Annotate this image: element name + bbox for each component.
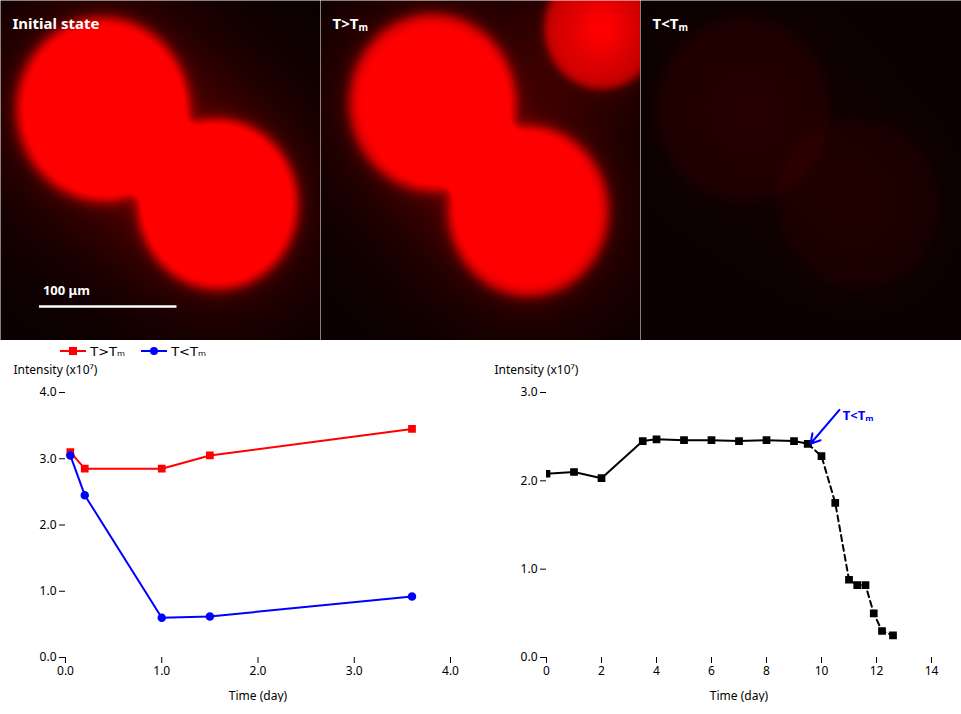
svg-text:1.0: 1.0 (154, 662, 171, 679)
svg-text:3.0: 3.0 (520, 383, 537, 400)
svg-text:4.0: 4.0 (40, 383, 57, 400)
svg-text:0.0: 0.0 (57, 662, 74, 679)
svg-text:3.0: 3.0 (40, 450, 57, 467)
svg-text:T<Tₘ: T<Tₘ (843, 406, 874, 424)
svg-text:4: 4 (653, 662, 660, 679)
html-text:T>Tₘ: T>Tₘ (90, 343, 126, 359)
svg-text:T<Tₘ: T<Tₘ (653, 13, 688, 33)
svg-text:Intensity (x10⁷): Intensity (x10⁷) (494, 362, 578, 378)
svg-text:Time (day): Time (day) (710, 687, 769, 703)
svg-text:2.0: 2.0 (250, 662, 267, 679)
svg-text:3.0: 3.0 (346, 662, 363, 679)
svg-text:2.0: 2.0 (520, 472, 537, 489)
svg-text:2: 2 (598, 662, 605, 679)
svg-text:Initial state: Initial state (13, 13, 100, 33)
svg-text:12: 12 (869, 662, 883, 679)
svg-text:0.0: 0.0 (520, 648, 537, 665)
svg-text:8: 8 (763, 662, 770, 679)
svg-text:Intensity (x10⁷): Intensity (x10⁷) (14, 362, 98, 378)
svg-text:0: 0 (543, 662, 550, 679)
svg-text:1.0: 1.0 (520, 560, 537, 577)
svg-text:1.0: 1.0 (40, 582, 57, 599)
svg-text:0.0: 0.0 (40, 648, 57, 665)
svg-text:14: 14 (924, 662, 938, 679)
svg-text:2.0: 2.0 (40, 516, 57, 533)
svg-text:10: 10 (814, 662, 828, 679)
svg-text:Time (day): Time (day) (229, 687, 288, 703)
svg-text:4.0: 4.0 (442, 662, 459, 679)
svg-text:T>Tₘ: T>Tₘ (333, 13, 368, 33)
svg-text:6: 6 (708, 662, 715, 679)
svg-text:100 μm: 100 μm (43, 281, 90, 299)
html-text:T<Tₘ: T<Tₘ (171, 343, 206, 359)
